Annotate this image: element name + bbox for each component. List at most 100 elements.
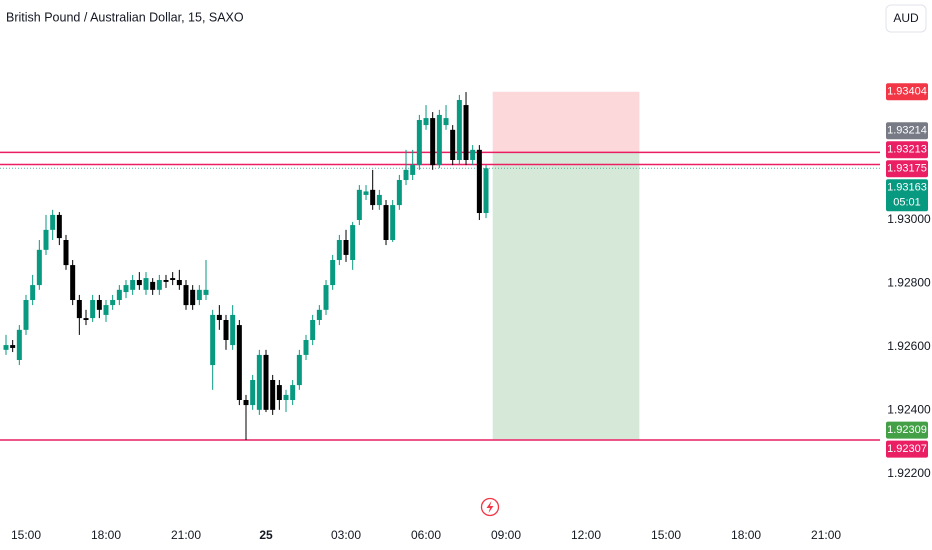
currency-button[interactable] xyxy=(885,4,927,33)
currency-button-label[interactable]: AUD xyxy=(893,11,919,25)
candle-body xyxy=(430,118,436,166)
candle-body xyxy=(443,118,449,126)
y-tick-label: 1.92600 xyxy=(887,339,931,353)
candle-body xyxy=(263,354,269,410)
candle-body xyxy=(63,240,69,266)
x-tick-label: 21:00 xyxy=(811,528,841,542)
candle-body xyxy=(283,394,289,400)
candle-body xyxy=(176,280,182,286)
candle-body xyxy=(483,168,489,214)
x-tick-label: 12:00 xyxy=(571,528,601,542)
candle-body xyxy=(230,314,236,346)
candle-body xyxy=(256,354,262,410)
position-layer xyxy=(492,91,640,440)
price-tag-label: 1.92307 xyxy=(887,443,927,455)
stop-zone xyxy=(492,91,640,153)
candle-body xyxy=(343,240,349,255)
price-tag xyxy=(886,141,928,159)
x-tick-label: 15:00 xyxy=(651,528,681,542)
candle-body xyxy=(183,285,189,306)
candle-body xyxy=(203,289,209,295)
price-tag-label: 1.93213 xyxy=(887,144,927,156)
candle-body xyxy=(70,265,76,300)
candle-body xyxy=(350,225,356,260)
candle-body xyxy=(456,100,462,160)
candle-body xyxy=(376,194,382,206)
candle-body xyxy=(30,285,36,300)
price-tag-label: 1.93175 xyxy=(887,163,927,175)
x-tick-label: 18:00 xyxy=(91,528,121,542)
candle-body xyxy=(390,205,396,240)
price-tag-label: 1.93404 xyxy=(887,86,927,98)
candle-body xyxy=(76,300,82,319)
x-tick-label: 18:00 xyxy=(731,528,761,542)
candle-body xyxy=(130,280,136,290)
candle-body xyxy=(303,340,309,355)
candle-body xyxy=(423,118,429,126)
candle-body xyxy=(410,165,416,175)
price-tag xyxy=(886,122,928,140)
candles-layer xyxy=(3,92,489,440)
candle-body xyxy=(403,169,409,180)
candle-body xyxy=(96,300,102,310)
candle-body xyxy=(236,325,242,400)
candle-body xyxy=(156,280,162,290)
candle-body xyxy=(250,380,256,406)
y-tick-label: 1.92400 xyxy=(887,403,931,417)
candle-body xyxy=(323,285,329,310)
candle-body xyxy=(336,240,342,260)
candle-body xyxy=(23,300,29,330)
chart-title: British Pound / Australian Dollar, 15, S… xyxy=(6,10,244,24)
lightning-icon[interactable] xyxy=(480,497,500,517)
candle-body xyxy=(450,129,456,160)
candle-body xyxy=(290,385,296,400)
candle-body xyxy=(363,191,369,195)
target-zone xyxy=(492,152,640,440)
y-tick-label: 1.92200 xyxy=(887,466,931,480)
x-tick-label: 06:00 xyxy=(411,528,441,542)
candle-body xyxy=(270,380,276,410)
candle-body xyxy=(243,400,249,406)
candle-body xyxy=(223,320,229,340)
candle-body xyxy=(396,180,402,206)
candle-body xyxy=(50,214,56,230)
candle-body xyxy=(56,214,62,239)
candle-body xyxy=(10,345,16,348)
candle-body xyxy=(190,289,196,306)
candle-body xyxy=(123,285,129,293)
axis-layer: 1.92200 1.92400 1.92600 1.92800 1.93000 15:00… xyxy=(11,83,931,542)
countdown-label: 05:01 xyxy=(893,197,921,209)
price-tag-label: 1.93163 xyxy=(887,182,927,194)
candle-body xyxy=(103,305,109,315)
candle-body xyxy=(150,281,156,290)
candle-body xyxy=(310,320,316,340)
candle-body xyxy=(470,149,476,160)
candle-body xyxy=(316,309,322,320)
x-tick-label: 09:00 xyxy=(491,528,521,542)
x-tick-label: 03:00 xyxy=(331,528,361,542)
x-tick-label: 21:00 xyxy=(171,528,201,542)
candle-body xyxy=(370,189,376,206)
candle-body xyxy=(143,278,149,290)
price-tag xyxy=(886,160,928,178)
candle-body xyxy=(476,149,482,214)
candle-body xyxy=(136,280,142,286)
candle-body xyxy=(463,105,469,160)
candle-body xyxy=(16,329,22,360)
candle-body xyxy=(110,300,116,306)
candle-body xyxy=(276,385,282,400)
y-tick-label: 1.92800 xyxy=(887,276,931,290)
candle-body xyxy=(43,229,49,250)
price-tag xyxy=(886,440,928,458)
candle-body xyxy=(210,314,216,366)
candle-body xyxy=(416,120,422,166)
candle-body xyxy=(116,289,122,300)
candle-body xyxy=(330,260,336,286)
candle-body xyxy=(216,314,222,320)
candle-body xyxy=(3,345,9,350)
x-tick-label: 25 xyxy=(259,528,273,542)
x-tick-label: 15:00 xyxy=(11,528,41,542)
